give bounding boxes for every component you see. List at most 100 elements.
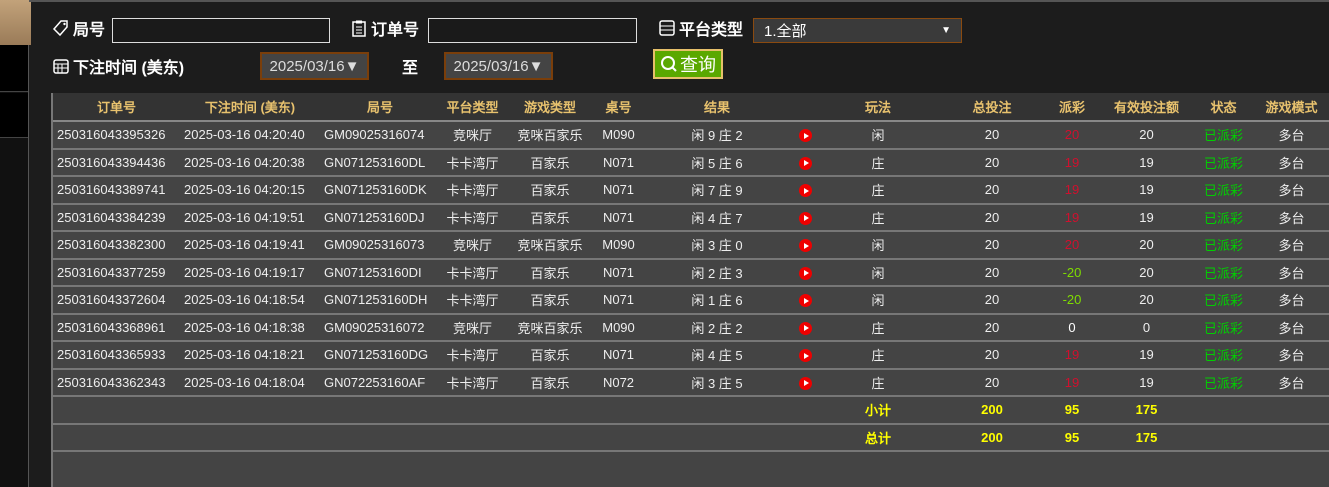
table-no: M090	[595, 121, 642, 150]
play-icon[interactable]	[798, 239, 812, 253]
total-total-bet: 200	[938, 423, 1046, 452]
status: 已派彩	[1195, 341, 1252, 370]
play-icon[interactable]	[798, 376, 812, 390]
total-payout: 95	[1046, 423, 1098, 452]
platform: 卡卡湾厅	[440, 148, 505, 177]
round-label: 局号	[52, 16, 105, 40]
header-col-result: 结果	[642, 93, 792, 122]
sidebar-item[interactable]	[0, 93, 28, 138]
game-type: 百家乐	[505, 258, 595, 287]
result: 闲 3 庄 0	[642, 231, 792, 260]
table-row[interactable]: 250316043394436 2025-03-16 04:20:38 GN0712…	[53, 148, 1329, 177]
game-type: 百家乐	[505, 341, 595, 370]
subtotal-label: 小计	[818, 396, 938, 425]
game-type: 百家乐	[505, 148, 595, 177]
order-input[interactable]	[428, 18, 637, 43]
result: 闲 1 庄 6	[642, 286, 792, 315]
status: 已派彩	[1195, 203, 1252, 232]
result: 闲 2 庄 3	[642, 258, 792, 287]
table-row[interactable]: 250316043384239 2025-03-16 04:19:51 GN0712…	[53, 203, 1329, 232]
table-no: N071	[595, 286, 642, 315]
empty-cell	[792, 396, 818, 425]
orders-table: 订单号 下注时间 (美东) 局号 平台类型 游戏类型 桌号 结果 玩法 总投注 派彩 有效投注额 状态…	[53, 93, 1329, 452]
game-mode: 多台	[1252, 313, 1329, 342]
sidebar-tab-active[interactable]	[0, 0, 31, 45]
empty-cell	[1195, 423, 1252, 452]
game-mode: 多台	[1252, 176, 1329, 205]
empty-cell	[1252, 396, 1329, 425]
play-icon[interactable]	[798, 294, 812, 308]
replay-cell	[792, 148, 818, 177]
table-row[interactable]: 250316043368961 2025-03-16 04:18:38 GM0902…	[53, 313, 1329, 342]
replay-cell	[792, 286, 818, 315]
order-id: 250316043362343	[53, 368, 180, 397]
round-id: GN071253160DI	[320, 258, 440, 287]
play-icon[interactable]	[798, 156, 812, 170]
payout: 19	[1046, 203, 1098, 232]
date-from-picker[interactable]: 2025/03/16▼	[260, 52, 369, 80]
result: 闲 7 庄 9	[642, 176, 792, 205]
play-icon[interactable]	[798, 184, 812, 198]
round-id: GN072253160AF	[320, 368, 440, 397]
game-mode: 多台	[1252, 258, 1329, 287]
round-id: GM09025316073	[320, 231, 440, 260]
table-row[interactable]: 250316043382300 2025-03-16 04:19:41 GM0902…	[53, 231, 1329, 260]
play-icon[interactable]	[798, 211, 812, 225]
table-no: N071	[595, 203, 642, 232]
header-col-bet-type: 玩法	[818, 93, 938, 122]
round-input[interactable]	[112, 18, 330, 43]
table-no: M090	[595, 313, 642, 342]
tag-icon	[52, 20, 68, 37]
bet-type: 庄	[818, 313, 938, 342]
table-row[interactable]: 250316043362343 2025-03-16 04:18:04 GN0722…	[53, 368, 1329, 397]
table-row[interactable]: 250316043377259 2025-03-16 04:19:17 GN0712…	[53, 258, 1329, 287]
total-label: 总计	[818, 423, 938, 452]
result: 闲 9 庄 2	[642, 121, 792, 150]
table-row[interactable]: 250316043372604 2025-03-16 04:18:54 GN0712…	[53, 286, 1329, 315]
platform: 卡卡湾厅	[440, 286, 505, 315]
payout: 20	[1046, 121, 1098, 150]
replay-cell	[792, 121, 818, 150]
empty-cell	[320, 396, 440, 425]
round-id: GM09025316072	[320, 313, 440, 342]
bet-time: 2025-03-16 04:19:17	[180, 258, 320, 287]
empty-cell	[505, 396, 595, 425]
valid-bet: 20	[1098, 121, 1195, 150]
table-row[interactable]: 250316043389741 2025-03-16 04:20:15 GN0712…	[53, 176, 1329, 205]
game-mode: 多台	[1252, 286, 1329, 315]
table-row[interactable]: 250316043365933 2025-03-16 04:18:21 GN0712…	[53, 341, 1329, 370]
order-id: 250316043377259	[53, 258, 180, 287]
bet-time: 2025-03-16 04:18:21	[180, 341, 320, 370]
to-label: 至	[402, 60, 419, 77]
empty-cell	[440, 396, 505, 425]
total-bet: 20	[938, 258, 1046, 287]
table-row[interactable]: 250316043395326 2025-03-16 04:20:40 GM0902…	[53, 121, 1329, 150]
result: 闲 3 庄 5	[642, 368, 792, 397]
empty-cell	[53, 396, 180, 425]
payout: 19	[1046, 176, 1098, 205]
empty-cell	[792, 423, 818, 452]
total-valid-bet: 175	[1098, 423, 1195, 452]
payout: -20	[1046, 258, 1098, 287]
play-icon[interactable]	[798, 349, 812, 363]
payout: 19	[1046, 341, 1098, 370]
empty-cell	[642, 396, 792, 425]
calendar-icon	[53, 59, 69, 74]
play-icon[interactable]	[798, 321, 812, 335]
order-id: 250316043394436	[53, 148, 180, 177]
game-mode: 多台	[1252, 368, 1329, 397]
platform-label: 平台类型	[658, 16, 743, 40]
sidebar-item[interactable]	[0, 45, 28, 92]
status: 已派彩	[1195, 286, 1252, 315]
order-id: 250316043372604	[53, 286, 180, 315]
game-type: 百家乐	[505, 286, 595, 315]
platform-select[interactable]: 1.全部 ▼	[753, 18, 962, 43]
play-icon[interactable]	[798, 129, 812, 143]
play-icon[interactable]	[798, 266, 812, 280]
empty-cell	[320, 423, 440, 452]
query-button[interactable]: 查询	[653, 49, 723, 79]
date-to-picker[interactable]: 2025/03/16▼	[444, 52, 553, 80]
bet-time: 2025-03-16 04:18:38	[180, 313, 320, 342]
bet-type: 庄	[818, 203, 938, 232]
payout: -20	[1046, 286, 1098, 315]
